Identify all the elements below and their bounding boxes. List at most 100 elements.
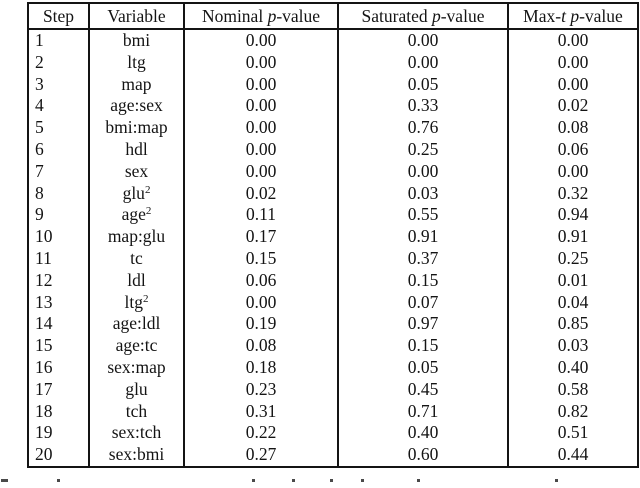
cell-nominal: 0.00 (183, 95, 339, 118)
cell-saturated: 0.05 (337, 356, 509, 379)
table-row: 4 age:sex 0.00 0.33 0.02 (27, 95, 639, 118)
table-header: Step Variable Nominal p-value Saturated p-v… (27, 3, 639, 30)
table-row: 6 hdl 0.00 0.25 0.06 (27, 138, 639, 161)
cell-step: 14 (27, 313, 90, 336)
cell-nominal: 0.22 (183, 422, 339, 445)
cell-maxt: 0.00 (507, 73, 639, 96)
cell-nominal: 0.02 (183, 182, 339, 205)
cell-step: 4 (27, 95, 90, 118)
cell-maxt: 0.02 (507, 95, 639, 118)
cell-variable: age2 (88, 204, 185, 227)
cell-step: 17 (27, 378, 90, 401)
cell-nominal: 0.00 (183, 291, 339, 314)
cell-step: 19 (27, 422, 90, 445)
cell-saturated: 0.76 (337, 117, 509, 139)
column-header-variable: Variable (88, 3, 185, 30)
cell-saturated: 0.40 (337, 422, 509, 445)
cell-saturated: 0.97 (337, 313, 509, 336)
cell-step: 13 (27, 291, 90, 314)
table-row: 1 bmi 0.00 0.00 0.00 (27, 29, 639, 52)
cell-variable: age:ldl (88, 313, 185, 336)
cell-variable: ldl (88, 269, 185, 292)
cell-saturated: 0.00 (337, 51, 509, 74)
cell-step: 9 (27, 204, 90, 227)
cell-saturated: 0.03 (337, 182, 509, 205)
cell-maxt: 0.51 (507, 422, 639, 445)
table-row: 7 sex 0.00 0.00 0.00 (27, 160, 639, 183)
cell-maxt: 0.03 (507, 335, 639, 357)
cell-maxt: 0.82 (507, 400, 639, 423)
cropped-caption-line (0, 478, 640, 488)
cell-maxt: 0.32 (507, 182, 639, 205)
cell-nominal: 0.00 (183, 51, 339, 74)
cell-variable: sex:bmi (88, 444, 185, 467)
cell-variable: age:sex (88, 95, 185, 118)
table-row: 17 glu 0.23 0.45 0.58 (27, 378, 639, 401)
cell-nominal: 0.08 (183, 335, 339, 357)
cell-maxt: 0.00 (507, 51, 639, 74)
cell-saturated: 0.45 (337, 378, 509, 401)
caption-ascender-stroke (330, 479, 333, 482)
cell-variable: bmi:map (88, 117, 185, 139)
cell-step: 12 (27, 269, 90, 292)
cell-step: 20 (27, 444, 90, 467)
cell-saturated: 0.60 (337, 444, 509, 467)
cell-variable: ltg2 (88, 291, 185, 314)
cell-nominal: 0.27 (183, 444, 339, 467)
cell-nominal: 0.00 (183, 160, 339, 183)
table-row: 9 age2 0.11 0.55 0.94 (27, 204, 639, 227)
caption-ascender-stroke (252, 479, 255, 482)
cell-step: 1 (27, 29, 90, 52)
caption-ascender-stroke (555, 479, 558, 482)
table-row: 12 ldl 0.06 0.15 0.01 (27, 269, 639, 292)
cell-variable: bmi (88, 29, 185, 52)
pvalue-table: Step Variable Nominal p-value Saturated p-v… (27, 2, 639, 468)
cell-variable: age:tc (88, 335, 185, 357)
cell-step: 8 (27, 182, 90, 205)
cell-variable: sex:map (88, 356, 185, 379)
cell-variable: sex:tch (88, 422, 185, 445)
cell-variable: glu (88, 378, 185, 401)
column-header-saturated: Saturated p-value (337, 3, 509, 30)
caption-ascender-stroke (1, 479, 8, 482)
cell-saturated: 0.15 (337, 335, 509, 357)
cell-step: 2 (27, 51, 90, 74)
table-body: 1 bmi 0.00 0.00 0.00 2 ltg 0.00 0.00 0.00 3 map 0.00… (27, 29, 639, 467)
cell-saturated: 0.91 (337, 226, 509, 248)
cell-variable: map:glu (88, 226, 185, 248)
cell-nominal: 0.00 (183, 29, 339, 52)
cell-nominal: 0.17 (183, 226, 339, 248)
cell-step: 18 (27, 400, 90, 423)
cell-maxt: 0.44 (507, 444, 639, 467)
cell-step: 5 (27, 117, 90, 139)
cell-maxt: 0.85 (507, 313, 639, 336)
table-row: 2 ltg 0.00 0.00 0.00 (27, 51, 639, 74)
table-row: 16 sex:map 0.18 0.05 0.40 (27, 356, 639, 379)
column-header-nominal: Nominal p-value (183, 3, 339, 30)
table-row: 18 tch 0.31 0.71 0.82 (27, 400, 639, 423)
cell-step: 6 (27, 138, 90, 161)
cell-nominal: 0.11 (183, 204, 339, 227)
cell-saturated: 0.71 (337, 400, 509, 423)
cell-nominal: 0.00 (183, 117, 339, 139)
paper-table-container: Step Variable Nominal p-value Saturated p-v… (27, 2, 639, 468)
cell-saturated: 0.37 (337, 247, 509, 270)
cell-saturated: 0.15 (337, 269, 509, 292)
caption-ascender-stroke (417, 479, 420, 482)
cell-variable: ltg (88, 51, 185, 74)
cell-step: 11 (27, 247, 90, 270)
cell-saturated: 0.25 (337, 138, 509, 161)
cell-nominal: 0.00 (183, 73, 339, 96)
table-row: 19 sex:tch 0.22 0.40 0.51 (27, 422, 639, 445)
cell-maxt: 0.94 (507, 204, 639, 227)
cell-step: 7 (27, 160, 90, 183)
cell-saturated: 0.00 (337, 29, 509, 52)
table-row: 10 map:glu 0.17 0.91 0.91 (27, 226, 639, 248)
cell-variable: hdl (88, 138, 185, 161)
table-row: 11 tc 0.15 0.37 0.25 (27, 247, 639, 270)
column-header-step: Step (27, 3, 90, 30)
cell-variable: map (88, 73, 185, 96)
cell-nominal: 0.19 (183, 313, 339, 336)
cell-nominal: 0.31 (183, 400, 339, 423)
